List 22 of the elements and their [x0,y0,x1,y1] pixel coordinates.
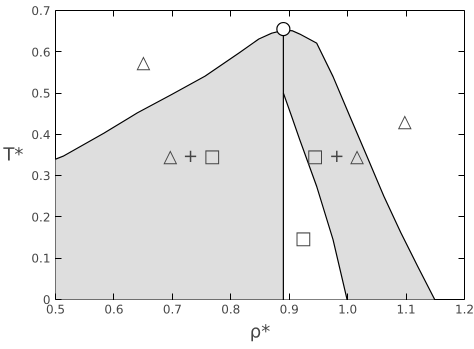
y-tick-label: 0.2 [31,210,51,224]
annotation: □ [294,228,312,250]
y-axis-title: T* [2,144,24,166]
x-tick-label: 0.6 [104,302,124,316]
annotation: △ [398,110,412,132]
annotation: △ + □ [163,146,221,167]
x-tick-label: 1.0 [338,302,358,316]
x-tick-label: 0.5 [46,302,66,316]
y-tick-label: 0.3 [31,169,51,184]
x-tick-label: 1.2 [454,302,474,316]
x-axis-title: ρ* [250,322,270,342]
x-tick-label: 1.1 [396,302,416,316]
annotation: □ + △ [306,146,364,167]
annotation: △ [136,52,151,74]
y-tick-label: 0.1 [31,252,51,266]
x-tick-label: 0.7 [162,302,182,316]
y-tick-label: 0.5 [31,86,51,101]
y-tick-label: 0.7 [31,4,51,18]
x-tick-label: 0.9 [280,302,299,316]
y-tick-label: 0.6 [31,45,51,60]
x-tick-label: 0.8 [221,302,240,316]
y-tick-label: 0.4 [31,128,51,142]
